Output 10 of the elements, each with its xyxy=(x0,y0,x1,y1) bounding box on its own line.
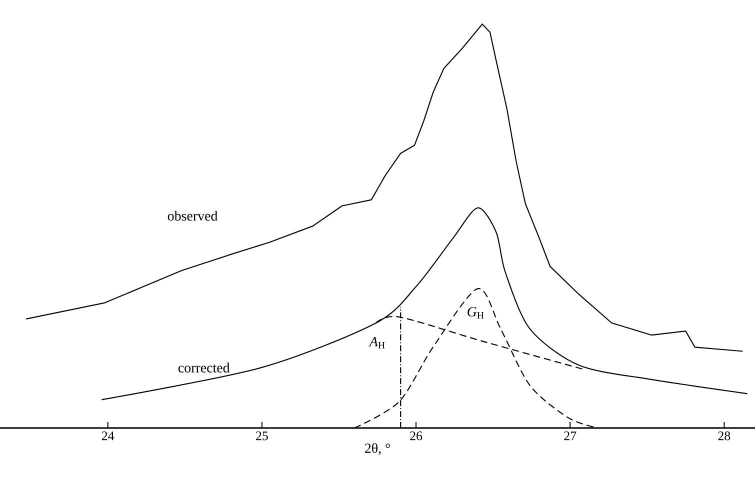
series-label: G$_{H}$ xyxy=(468,307,484,318)
x-tick-label: 26 xyxy=(410,432,422,440)
x-axis-title: 2θ, ° xyxy=(365,443,390,455)
x-tick-label: 27 xyxy=(564,432,576,440)
series-label: corrected xyxy=(178,362,230,372)
x-tick-label: 28 xyxy=(718,432,730,440)
x-tick-label: 24 xyxy=(102,432,114,440)
series-label: A$_{H}$ xyxy=(368,337,385,348)
text: observed xyxy=(168,210,218,221)
x-tick-label: 25 xyxy=(256,432,268,440)
